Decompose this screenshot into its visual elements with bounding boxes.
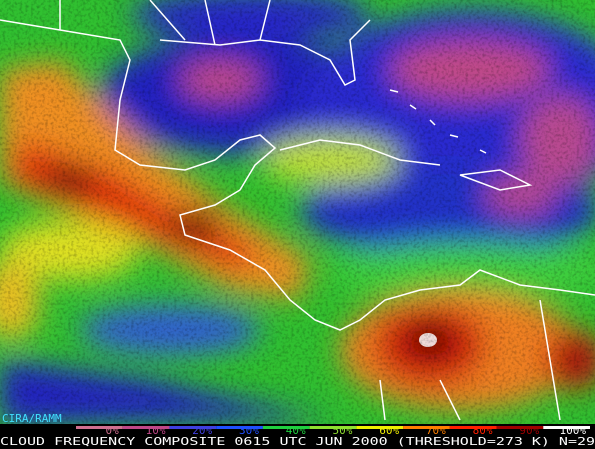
legend-swatch	[122, 426, 170, 429]
legend-swatch	[496, 426, 544, 429]
caption: CLOUD FREQUENCY COMPOSITE 0615 UTC JUN 2…	[0, 435, 595, 448]
legend-label: 40%	[286, 424, 306, 437]
legend-swatch	[262, 426, 310, 429]
legend-swatch	[216, 426, 263, 429]
legend: 0% 10% 20% 30% 40% 50% 60% 70% 80% 90% 100%	[76, 424, 590, 437]
legend-label: 10%	[146, 424, 166, 437]
legend-label: 100%	[560, 424, 587, 437]
legend-swatch	[309, 426, 357, 429]
legend-label: 30%	[239, 424, 259, 437]
legend-label: 50%	[332, 424, 352, 437]
legend-label: 70%	[426, 424, 446, 437]
legend-swatch	[169, 426, 217, 429]
legend-label: 60%	[379, 424, 399, 437]
cloud-field	[0, 0, 595, 424]
legend-label: 0%	[105, 424, 119, 437]
legend-label: 90%	[519, 424, 539, 437]
legend-swatch	[403, 426, 450, 429]
legend-swatch	[449, 426, 497, 429]
legend-swatch	[76, 426, 123, 429]
legend-swatch	[543, 426, 590, 429]
legend-swatch	[356, 426, 404, 429]
legend-label: 80%	[473, 424, 493, 437]
credit: CIRA/RAMM	[2, 412, 62, 425]
coastlines	[0, 0, 595, 421]
legend-label: 20%	[192, 424, 212, 437]
